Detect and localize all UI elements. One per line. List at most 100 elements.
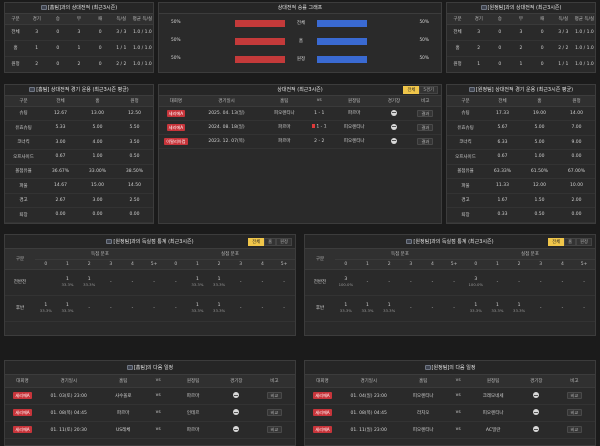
table-cell: 1 [468, 56, 490, 72]
percent: 33.3% [491, 308, 504, 313]
compare-button[interactable]: 비교 [266, 392, 283, 399]
table-row: 코너킥 6.33 5.00 9.00 [447, 135, 595, 150]
team-icon [40, 5, 47, 10]
table-row: 볼점유율 63.33% 61.50% 67.00% [447, 164, 595, 179]
table-cell: - [356, 269, 379, 296]
compare-button[interactable]: 비교 [566, 392, 583, 399]
table-cell: 3 / 3 [552, 24, 574, 41]
column-header: 원정팀 [167, 375, 219, 388]
table-row: 세리에A 01. 11(일) 23:00 피오렌티나 vs AC밀란 비교 [305, 421, 595, 439]
row-label: 원정 [5, 56, 27, 72]
tab-away[interactable]: 원정 [276, 238, 292, 246]
stadium-icon[interactable] [233, 392, 240, 399]
table-header-row: 0 1 2 3 4 5+ 0 1 2 3 4 5+ [305, 259, 595, 270]
table-cell: - [486, 269, 509, 296]
table-cell: 1 33.3% [378, 295, 400, 322]
table-cell: 1 [510, 56, 532, 72]
stadium-icon[interactable] [533, 426, 540, 433]
row-label: 전반전 [5, 269, 35, 296]
result-button[interactable]: 결과 [417, 123, 434, 131]
table-cell: 0.50 [116, 149, 153, 165]
table-row: 세리에A 2024. 08. 18(일) 파르마 1 - 1 피오렌티나 결과 [159, 120, 441, 135]
count: - [283, 305, 285, 311]
stats-table: 구분 전체 홈 원정 슈팅 17.33 19.00 14.00 유효슈팅 5.67 5.00 7.00… [447, 96, 595, 223]
table-cell: 1 / 1 [110, 40, 132, 57]
compare-button[interactable]: 비교 [566, 409, 583, 416]
count: - [239, 279, 242, 285]
league-badge[interactable]: 이탈리아컵 [164, 137, 188, 145]
left-percent: 50% [171, 20, 181, 25]
table-cell: 12.67 [42, 106, 79, 121]
league-badge[interactable]: 세리에A [313, 392, 332, 399]
table-cell: 2 / 2 [110, 56, 132, 72]
home-team: 파르마 [260, 134, 309, 149]
column-header: 구분 [5, 249, 35, 270]
league-badge[interactable]: 세리에A [313, 409, 332, 416]
count: - [174, 305, 177, 311]
home-team: 라치오 [397, 404, 449, 422]
table-cell: 5.00 [521, 120, 558, 136]
column-header: 무 [68, 14, 90, 25]
stadium-icon[interactable] [390, 123, 397, 130]
tab-home[interactable]: 홈 [264, 238, 277, 246]
table-cell: 1 33.3% [464, 295, 487, 322]
count: - [561, 279, 564, 285]
table-row: 퇴장 0.33 0.50 0.00 [447, 207, 595, 223]
stadium-icon[interactable] [390, 137, 397, 144]
red-card-icon [311, 124, 315, 129]
stadium-icon[interactable] [390, 109, 397, 116]
column-header: 평균 득/실 [131, 14, 153, 25]
league-badge[interactable]: 세리에A [13, 392, 32, 399]
win-rate-graph-panel: 상대전적 승률 그래프 50% 전체 50% 50% 홈 50% 50% 원정 50% [158, 2, 442, 73]
stadium-icon[interactable] [533, 409, 540, 416]
table-row: 원정 2 0 2 0 2 / 2 1.0 / 1.0 [5, 56, 153, 72]
count: - [131, 279, 134, 285]
column-header: 0 [335, 259, 357, 270]
tab-all[interactable]: 전체 [403, 86, 420, 94]
tab-all[interactable]: 전체 [248, 238, 265, 246]
compare-button[interactable]: 비교 [566, 426, 583, 433]
tab-all[interactable]: 전체 [548, 238, 565, 246]
league-badge[interactable]: 세리에A [166, 109, 186, 117]
league-badge[interactable]: 세리에A [313, 426, 332, 433]
compare-button[interactable]: 비교 [266, 426, 283, 433]
stadium-icon[interactable] [233, 409, 240, 416]
table-cell: 0 [531, 24, 553, 41]
table-row: 코너킥 3.00 4.00 3.50 [5, 135, 153, 150]
column-header: 전체 [484, 96, 521, 107]
result-button[interactable]: 결과 [417, 109, 434, 117]
away-team: 피오렌티나 [467, 404, 519, 422]
next-fixtures-table: 대회명 경기일시 홈팀 vs 원정팀 경기장 비고 세리에A 01. 04(일) 23:00 피오… [305, 375, 595, 439]
percent: 33.3% [213, 308, 226, 313]
league-badge[interactable]: 세리에A [13, 426, 32, 433]
vs-label: vs [448, 421, 468, 439]
row-label: 슈팅 [447, 106, 484, 121]
table-cell: - [421, 269, 444, 296]
column-header: 원정 [558, 96, 595, 107]
tab-5-games[interactable]: 5경기 [419, 86, 438, 94]
result-button[interactable]: 결과 [417, 137, 434, 145]
table-row: 파울 11.33 12.00 10.00 [447, 178, 595, 194]
compare-button[interactable]: 비교 [266, 409, 283, 416]
table-row: 전체 3 0 3 0 3 / 3 1.0 / 1.0 [5, 24, 153, 41]
row-label: 홈 [5, 40, 27, 57]
row-label: 슈팅 [5, 106, 42, 121]
table-cell: 1 [26, 40, 48, 57]
team-icon [424, 365, 431, 370]
tab-away[interactable]: 원정 [576, 238, 592, 246]
league-badge[interactable]: 세리에A [166, 123, 186, 131]
column-header: 무 [510, 14, 532, 25]
stadium-icon[interactable] [233, 426, 240, 433]
away-team: 파르마 [330, 106, 379, 121]
table-row: 후반 1 33.3% 1 33.3% - - - - -1 33.3% 1 33.3% - - - [5, 295, 295, 322]
table-cell: 1 33.3% [356, 295, 379, 322]
percent: 33.3% [39, 308, 52, 313]
stadium-icon[interactable] [533, 392, 540, 399]
table-row: 오프사이드 0.67 1.00 0.50 [5, 149, 153, 165]
count: 1 [517, 303, 521, 308]
tab-home[interactable]: 홈 [564, 238, 577, 246]
table-cell: 1.0 / 1.0 [131, 40, 153, 57]
table-cell: 1.0 / 1.0 [573, 40, 595, 57]
column-header: 원정 [116, 96, 153, 107]
league-badge[interactable]: 세리에A [13, 409, 32, 416]
